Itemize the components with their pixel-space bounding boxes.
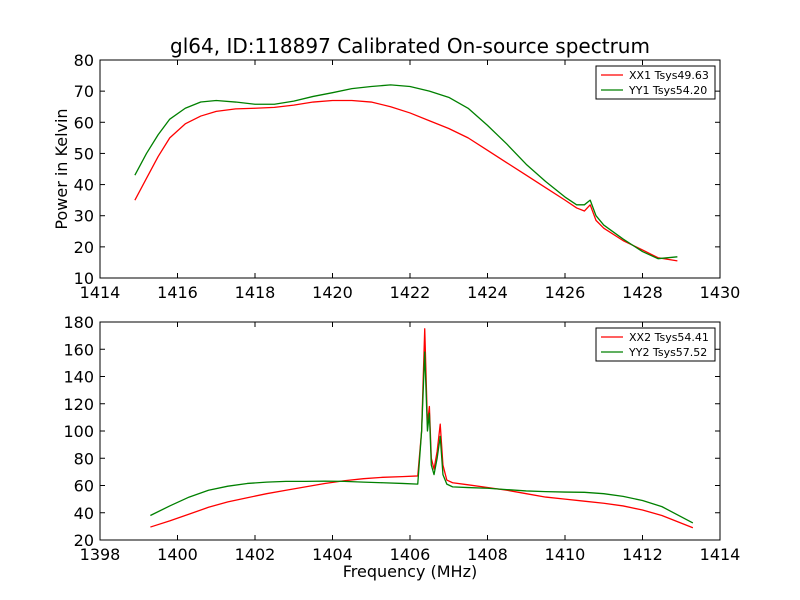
series-line-1 — [134, 99, 678, 262]
y-tick-label: 80 — [74, 51, 94, 70]
y-tick-label: 80 — [74, 449, 94, 468]
x-tick-label: 1398 — [80, 545, 121, 564]
y-tick-label: 180 — [63, 313, 94, 332]
legend: XX2 Tsys54.41 YY2 Tsys57.52 — [595, 327, 716, 362]
x-tick-label: 1428 — [622, 283, 663, 302]
y-tick-label: 40 — [74, 504, 94, 523]
x-tick-label: 1412 — [622, 545, 663, 564]
x-tick-label: 1404 — [312, 545, 353, 564]
y-tick-label: 10 — [74, 269, 94, 288]
y-tick-label: 30 — [74, 207, 94, 226]
x-tick-label: 1414 — [700, 545, 741, 564]
x-tick-label: 1400 — [157, 545, 198, 564]
x-tick-label: 1410 — [545, 545, 586, 564]
x-tick-label: 1414 — [80, 283, 121, 302]
x-tick-label: 1416 — [157, 283, 198, 302]
legend: XX1 Tsys49.63 YY1 Tsys54.20 — [595, 65, 716, 100]
y-tick-label: 60 — [74, 113, 94, 132]
legend-label: XX1 Tsys49.63 — [629, 69, 709, 82]
x-tick-label: 1424 — [467, 283, 508, 302]
bottom-chart-panel: 1398 1400 1402 1404 1406 1408 1410 1412 1414 20 40… — [63, 313, 740, 581]
y-tick-label: 40 — [74, 176, 94, 195]
x-tick-label: 1418 — [235, 283, 276, 302]
y-tick-label: 20 — [74, 238, 94, 257]
legend-label: YY2 Tsys57.52 — [628, 346, 707, 359]
legend-box — [595, 327, 716, 362]
x-tick-label: 1420 — [312, 283, 353, 302]
series-line-2 — [150, 351, 694, 524]
y-tick-label: 60 — [74, 477, 94, 496]
top-chart-panel: 1414 1416 1418 1420 1422 1424 1426 1428 1430 10 20… — [52, 51, 740, 302]
legend-box — [595, 65, 716, 100]
y-tick-label: 100 — [63, 422, 94, 441]
x-tick-label: 1426 — [545, 283, 586, 302]
x-axis-label: Frequency (MHz) — [343, 562, 477, 581]
legend-label: YY1 Tsys54.20 — [628, 84, 707, 97]
x-tick-label: 1406 — [390, 545, 431, 564]
legend-label: XX2 Tsys54.41 — [629, 331, 709, 344]
x-tick-label: 1422 — [390, 283, 431, 302]
y-tick-label: 120 — [63, 395, 94, 414]
series-line-2 — [134, 84, 678, 260]
y-tick-label: 140 — [63, 368, 94, 387]
x-tick-label: 1408 — [467, 545, 508, 564]
y-tick-label: 50 — [74, 144, 94, 163]
x-tick-label: 1430 — [700, 283, 741, 302]
y-tick-label: 160 — [63, 340, 94, 359]
x-tick-label: 1402 — [235, 545, 276, 564]
figure-title: gl64, ID:118897 Calibrated On-source spe… — [170, 34, 650, 58]
y-axis-label: Power in Kelvin — [52, 108, 71, 229]
y-tick-label: 70 — [74, 82, 94, 101]
y-tick-label: 20 — [74, 531, 94, 550]
